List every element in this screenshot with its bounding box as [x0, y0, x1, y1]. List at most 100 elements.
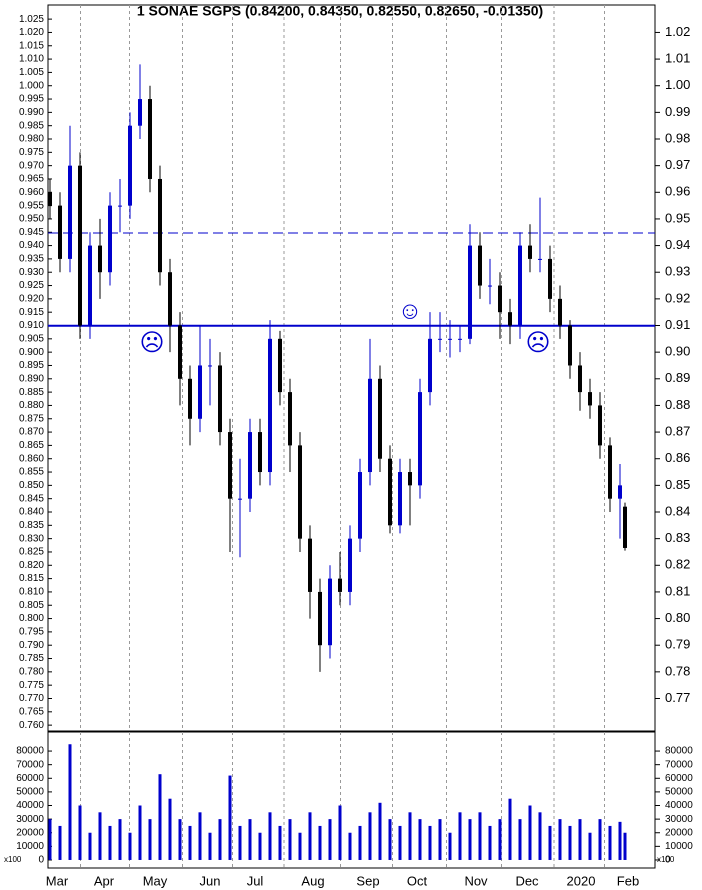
- candle-body: [558, 298, 562, 326]
- y2-tick-label: 0.95: [665, 210, 690, 225]
- y-tick-label: 0.850: [19, 480, 44, 491]
- candle-body: [478, 245, 482, 286]
- candle-body: [398, 472, 402, 526]
- y2-tick-label: 0.80: [665, 610, 690, 625]
- candle-body: [468, 245, 472, 339]
- volume-bar: [408, 812, 412, 860]
- candle-body: [278, 338, 282, 393]
- y2-tick-label: 30000: [665, 814, 693, 825]
- candle-body: [148, 99, 152, 179]
- x-tick-label: Aug: [301, 873, 324, 888]
- volume-bar: [378, 802, 382, 860]
- y-tick-label: 0.890: [19, 373, 44, 384]
- y2-tick-label: 0.97: [665, 157, 690, 172]
- candle-body: [108, 205, 112, 273]
- y-tick-label: 0.990: [19, 107, 44, 118]
- x-tick-label: Nov: [464, 873, 488, 888]
- y-tick-label: 0.910: [19, 320, 44, 331]
- y-tick-label: 0.830: [19, 533, 44, 544]
- y-tick-label: 0.995: [19, 94, 44, 105]
- volume-bar: [248, 819, 252, 860]
- y-tick-label: 30000: [16, 814, 44, 825]
- volume-bar: [448, 832, 452, 860]
- volume-bar: [168, 798, 172, 860]
- candle-body: [238, 498, 242, 500]
- candle-body: [158, 178, 162, 273]
- y-tick-label: 0.860: [19, 453, 44, 464]
- y2-tick-label: 0: [665, 855, 671, 866]
- y-tick-label: 0.820: [19, 560, 44, 571]
- candle-body: [258, 432, 262, 473]
- y-tick-label: 0.855: [19, 467, 44, 478]
- y-tick-label: 0.925: [19, 280, 44, 291]
- y-tick-label: 0.940: [19, 240, 44, 251]
- candle-body: [408, 472, 412, 486]
- volume-bar: [138, 805, 142, 860]
- volume-bar: [398, 825, 402, 860]
- y-tick-label: 0.765: [19, 706, 44, 717]
- y-tick-label: 0.935: [19, 254, 44, 265]
- candle-body: [168, 272, 172, 326]
- volume-bar: [288, 819, 292, 860]
- candle-body: [288, 392, 292, 446]
- volume-bar: [458, 812, 462, 860]
- y-tick-label: 0.795: [19, 627, 44, 638]
- candle-body: [438, 338, 442, 340]
- candle-body: [598, 405, 602, 446]
- candle-body: [128, 125, 132, 206]
- volume-bar: [538, 812, 542, 860]
- candle-body: [378, 378, 382, 459]
- y-tick-label: 0.945: [19, 227, 44, 238]
- annotation: ☹: [139, 329, 164, 356]
- y-tick-label: 0.920: [19, 294, 44, 305]
- candle-body: [338, 578, 342, 592]
- volume-bar: [88, 832, 92, 860]
- candle-body: [188, 378, 192, 419]
- y2-tick-label: 0.91: [665, 317, 690, 332]
- x-tick-label: Dec: [515, 873, 539, 888]
- y-tick-label: 0.965: [19, 174, 44, 185]
- candle-body: [58, 205, 62, 259]
- y-tick-label: 0.970: [19, 160, 44, 171]
- candle-body: [418, 392, 422, 486]
- candle-body: [448, 338, 452, 340]
- y-tick-label: 0.915: [19, 307, 44, 318]
- candle-body: [298, 445, 302, 539]
- volume-bar: [268, 812, 272, 860]
- y-tick-label: 1.010: [19, 54, 44, 65]
- unit-label: x100: [4, 855, 22, 864]
- y-tick-label: 0: [38, 855, 44, 866]
- volume-bar: [488, 825, 492, 860]
- chart-title: 1 SONAE SGPS (0.84200, 0.84350, 0.82550,…: [137, 3, 543, 19]
- x-tick-label: Jul: [247, 873, 264, 888]
- y-tick-label: 0.900: [19, 347, 44, 358]
- unit-label: x100: [657, 855, 675, 864]
- volume-bar: [358, 825, 362, 860]
- y2-tick-label: 0.79: [665, 637, 690, 652]
- candle-body: [48, 192, 52, 206]
- y2-tick-label: 0.88: [665, 397, 690, 412]
- volume-bar: [498, 819, 502, 860]
- y-tick-label: 0.905: [19, 333, 44, 344]
- candle-body: [623, 506, 627, 548]
- candle-body: [488, 285, 492, 287]
- volume-bar: [198, 812, 202, 860]
- volume-bar: [518, 819, 522, 860]
- y-tick-label: 1.005: [19, 67, 44, 78]
- x-tick-label: Mar: [46, 873, 69, 888]
- volume-bar: [388, 819, 392, 860]
- candle-body: [458, 338, 462, 340]
- annotation: ☹: [525, 329, 550, 356]
- volume-bar: [238, 825, 242, 860]
- y-tick-label: 50000: [16, 787, 44, 798]
- y-tick-label: 0.805: [19, 600, 44, 611]
- volume-bar: [588, 832, 592, 860]
- y2-tick-label: 0.96: [665, 184, 690, 199]
- y-tick-label: 80000: [16, 746, 44, 757]
- y2-tick-label: 20000: [665, 827, 693, 838]
- volume-bar: [598, 819, 602, 860]
- y-tick-label: 0.880: [19, 400, 44, 411]
- y-tick-label: 0.815: [19, 573, 44, 584]
- y-tick-label: 0.930: [19, 267, 44, 278]
- volume-bar: [48, 819, 52, 860]
